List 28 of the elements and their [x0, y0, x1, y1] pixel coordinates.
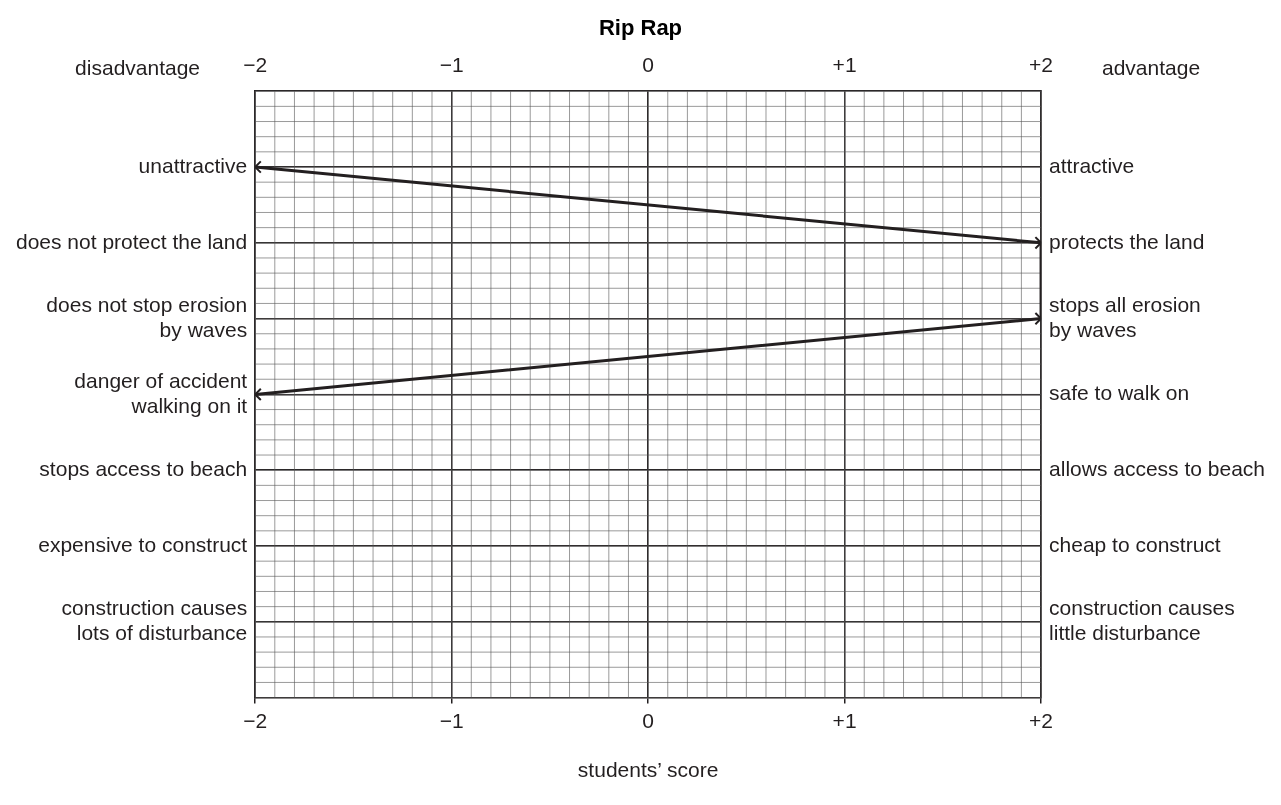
y2-tick-label: stops all erosion by waves — [1049, 292, 1201, 341]
x2-tick-label: −1 — [439, 53, 464, 77]
y2-tick-label: attractive — [1049, 153, 1135, 177]
x-tick-label: +2 — [1029, 709, 1054, 732]
x2-tick-label: +2 — [1029, 53, 1054, 77]
x-axis-title: students’ score — [577, 758, 719, 782]
y-tick-label: stops access to beach — [39, 457, 248, 480]
text: advantage — [1101, 56, 1201, 80]
x-tick-label: −2 — [243, 709, 268, 732]
x2-tick-label: −2 — [243, 53, 268, 77]
y-tick-label: does not stop erosion by waves — [46, 292, 248, 341]
y2-tick-label: protects the land — [1049, 229, 1205, 253]
y-tick-label: expensive to construct — [38, 532, 248, 556]
y-tick-label: construction causes lots of disturbance — [61, 596, 248, 645]
y2-tick-label: construction causes little disturbance — [1049, 596, 1235, 645]
y2-tick-label: safe to walk on — [1049, 381, 1190, 405]
y-tick-label: does not protect the land — [15, 229, 248, 253]
y2-tick-label: cheap to construct — [1049, 532, 1221, 556]
y-tick-label: unattractive — [138, 153, 248, 177]
y-tick-label: danger of accident walking on it — [74, 368, 248, 417]
x2-tick-label: 0 — [642, 53, 654, 77]
x-tick-label: 0 — [642, 709, 654, 732]
text: disadvantage — [75, 56, 201, 80]
x2-tick-label: +1 — [832, 53, 857, 77]
x-tick-label: −1 — [439, 709, 464, 732]
chart-title: Rip Rap — [597, 14, 684, 42]
x-tick-label: +1 — [832, 709, 857, 732]
y2-tick-label: allows access to beach — [1049, 457, 1266, 480]
